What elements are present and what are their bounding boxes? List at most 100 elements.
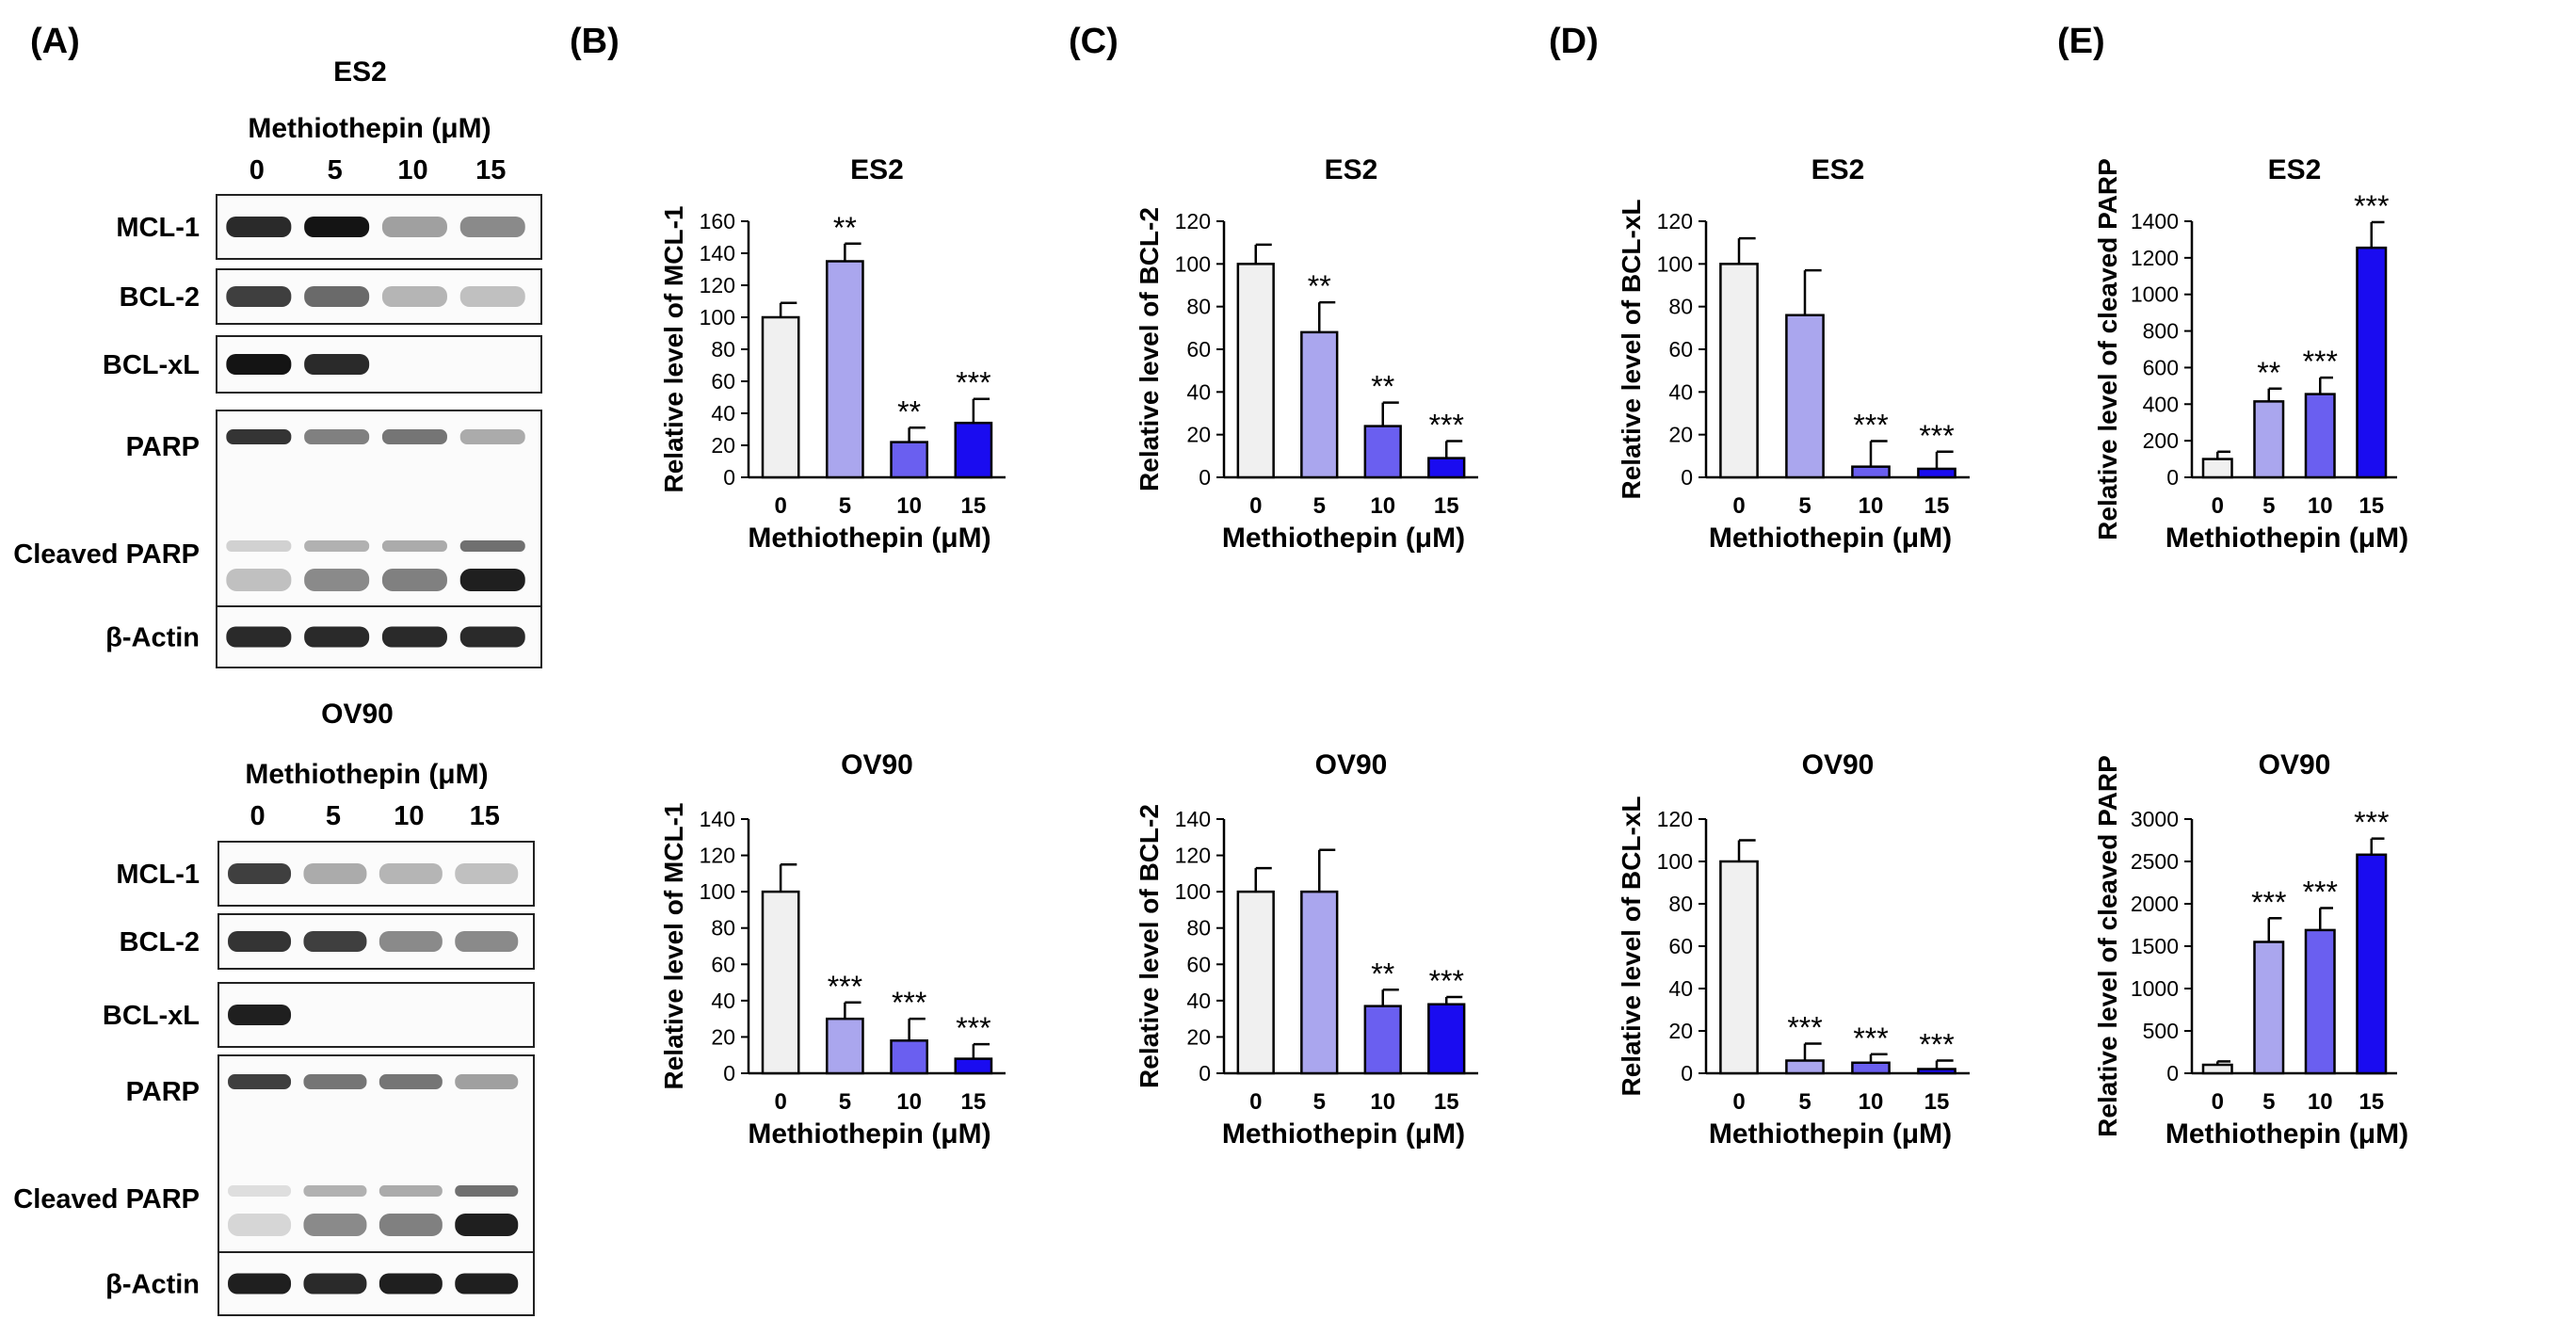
x-tick-label: 5 xyxy=(1798,1089,1811,1115)
x-tick-label: 0 xyxy=(774,1089,786,1115)
x-tick-label: 10 xyxy=(1370,1089,1395,1115)
blot-dose-label: 5 xyxy=(328,155,343,185)
y-tick-label: 120 xyxy=(700,273,735,298)
y-tick-label: 100 xyxy=(1657,849,1693,874)
y-tick-label: 20 xyxy=(1186,1024,1211,1049)
y-tick-label: 100 xyxy=(1175,879,1211,904)
blot-row--actin: β-Actin xyxy=(105,605,542,668)
blot-band xyxy=(381,217,447,237)
x-tick-label: 0 xyxy=(1732,493,1745,519)
blot-band-cleaved-upper xyxy=(226,540,292,552)
panel-label-c: (C) xyxy=(1069,22,1119,61)
y-tick-label: 100 xyxy=(700,879,735,904)
x-axis-label: Methiothepin (μM) xyxy=(2165,1118,2408,1150)
y-tick-label: 2000 xyxy=(2131,892,2179,916)
x-tick-label: 15 xyxy=(2359,1089,2384,1115)
blot-row-label: PARP xyxy=(126,1077,200,1107)
significance-marker: *** xyxy=(892,986,926,1020)
y-tick-label: 100 xyxy=(1657,251,1693,276)
bar xyxy=(2304,928,2336,1075)
panel-label-b: (B) xyxy=(570,22,620,61)
blot-band xyxy=(455,1273,519,1295)
blot-band xyxy=(303,931,367,952)
bar xyxy=(1300,890,1339,1075)
bar xyxy=(1917,1068,1956,1075)
y-tick-label: 400 xyxy=(2143,392,2179,416)
blot-row-mcl-1: MCL-1 xyxy=(116,841,535,907)
significance-marker: *** xyxy=(2303,876,2338,909)
panel-label-e: (E) xyxy=(2057,22,2105,61)
y-tick-label: 600 xyxy=(2143,355,2179,379)
bar xyxy=(1300,330,1339,479)
significance-marker: *** xyxy=(828,970,862,1004)
x-tick-label: 0 xyxy=(774,493,786,519)
blot-band-cleaved xyxy=(459,569,525,591)
bar xyxy=(2201,458,2233,479)
chart-title: ES2 xyxy=(2268,154,2322,185)
chart-title: ES2 xyxy=(850,154,904,185)
bar xyxy=(826,260,864,479)
y-tick-label: 140 xyxy=(700,807,735,831)
blot-band xyxy=(455,931,519,952)
y-tick-label: 0 xyxy=(1681,465,1693,490)
significance-marker: *** xyxy=(1853,1021,1888,1055)
blot-band xyxy=(459,217,525,237)
blot-band xyxy=(226,626,292,648)
bar xyxy=(2253,400,2285,479)
x-axis-label: Methiothepin (μM) xyxy=(1222,523,1465,554)
blot-row-label: Cleaved PARP xyxy=(13,1184,200,1214)
blot-band-cleaved-upper xyxy=(228,1185,292,1197)
x-tick-label: 10 xyxy=(896,1089,922,1115)
y-tick-label: 60 xyxy=(711,952,735,976)
significance-marker: *** xyxy=(2354,189,2389,223)
blot-band xyxy=(228,1005,292,1025)
significance-marker: *** xyxy=(1429,408,1464,442)
significance-marker: ** xyxy=(1308,269,1331,303)
y-tick-label: 140 xyxy=(700,241,735,265)
significance-marker: ** xyxy=(897,394,921,428)
y-axis-label: Relative level of BCL-2 xyxy=(1135,207,1164,491)
bar xyxy=(761,890,800,1075)
y-tick-label: 0 xyxy=(1199,1061,1211,1086)
bar xyxy=(954,1057,993,1075)
x-tick-label: 0 xyxy=(2212,493,2224,519)
y-tick-label: 80 xyxy=(711,916,735,941)
bar xyxy=(1785,314,1825,479)
y-tick-label: 40 xyxy=(711,989,735,1013)
blot-row-label: MCL-1 xyxy=(116,213,200,243)
y-tick-label: 120 xyxy=(1175,209,1211,233)
blot-dose-label: 10 xyxy=(397,155,427,185)
x-tick-label: 15 xyxy=(961,1089,987,1115)
blot-band xyxy=(304,626,370,648)
blot-band xyxy=(378,1074,443,1089)
significance-marker: *** xyxy=(1919,1028,1954,1062)
y-tick-label: 3000 xyxy=(2131,807,2179,831)
chart-e-ov90: OV90 0 500 1000 1500 2000 2500 3000 Relative lev… xyxy=(2093,749,2408,1150)
x-tick-label: 0 xyxy=(1732,1089,1745,1115)
x-tick-label: 10 xyxy=(2308,1089,2333,1115)
significance-marker: *** xyxy=(1919,419,1954,453)
y-tick-label: 120 xyxy=(1657,807,1693,831)
y-tick-label: 2500 xyxy=(2131,849,2179,874)
blot-band xyxy=(378,1273,443,1295)
blot-band xyxy=(228,931,292,952)
significance-marker: ** xyxy=(2257,356,2280,390)
blot-row-label: β-Actin xyxy=(105,623,200,653)
x-axis-label: Methiothepin (μM) xyxy=(1222,1118,1465,1150)
bar xyxy=(1427,1003,1466,1075)
bar xyxy=(890,441,928,479)
y-tick-label: 100 xyxy=(700,305,735,330)
blot-treatment-label: Methiothepin (μM) xyxy=(245,759,488,790)
blot-band xyxy=(459,429,525,444)
x-tick-label: 10 xyxy=(1859,1089,1884,1115)
y-tick-label: 1000 xyxy=(2131,976,2179,1001)
x-axis-label: Methiothepin (μM) xyxy=(748,523,990,554)
y-tick-label: 0 xyxy=(723,465,735,490)
bar xyxy=(1427,457,1466,479)
x-tick-label: 0 xyxy=(1249,493,1262,519)
y-tick-label: 40 xyxy=(1186,379,1211,404)
blot-band-cleaved xyxy=(455,1214,519,1236)
